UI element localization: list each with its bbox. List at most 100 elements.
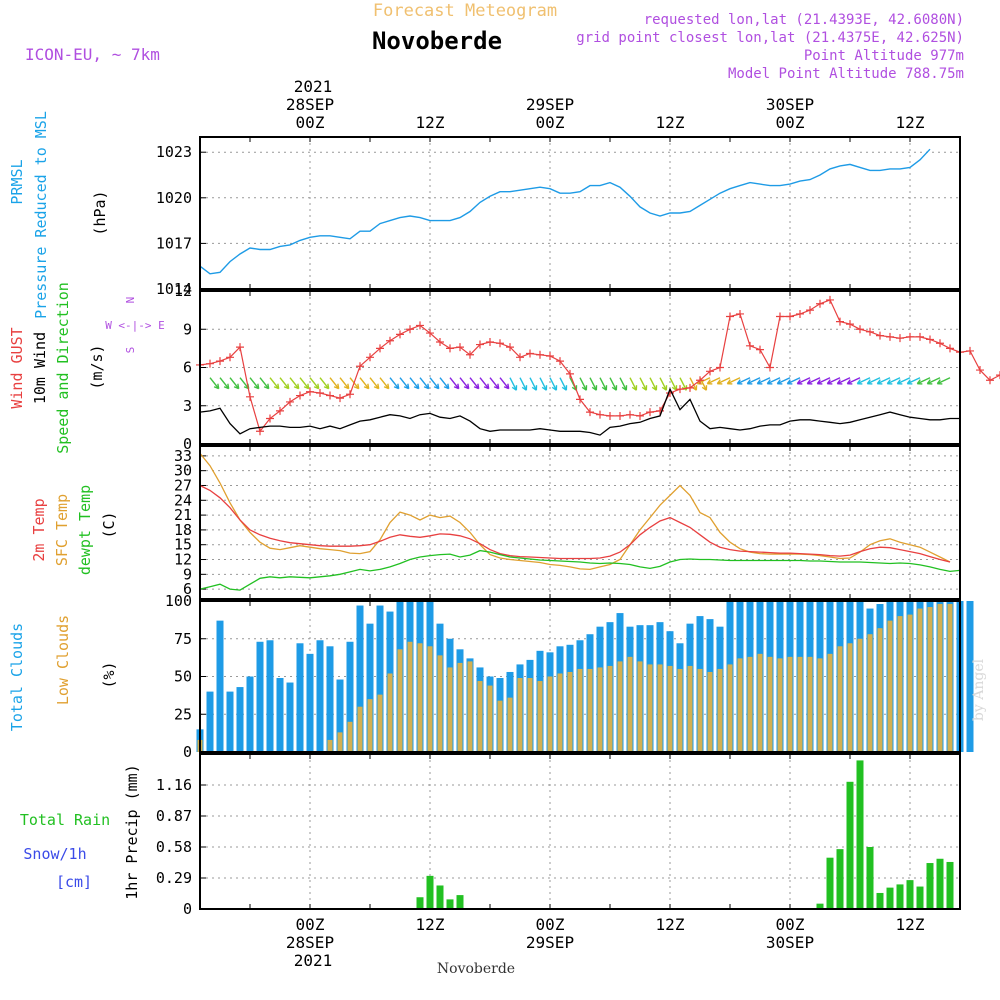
gust-marker	[716, 363, 724, 372]
bottom-hour-label: 12Z	[416, 915, 445, 934]
low-cloud-bar	[437, 655, 443, 752]
bottom-time-axis: 00Z 12Z 00Z 12Z 00Z 12Z 28SEP 29SEP 30SEP	[286, 915, 925, 952]
footer-location: Novoberde	[437, 961, 515, 977]
wind-direction-arrow	[736, 377, 751, 385]
wind-direction-arrow	[716, 377, 731, 385]
y-tick-label: 0.87	[156, 807, 192, 825]
wind-direction-arrow	[639, 377, 648, 391]
closest-coords: grid point closest lon,lat (21.4375E, 42…	[576, 30, 964, 46]
gust-marker	[916, 332, 924, 341]
gust-marker	[806, 306, 814, 315]
low-cloud-bar	[797, 656, 803, 752]
gust-marker	[256, 427, 264, 436]
gust-marker	[876, 331, 884, 340]
gust-marker	[416, 321, 424, 330]
wind-direction-arrow	[826, 377, 841, 385]
y-tick-label: 33	[174, 447, 192, 465]
gust-marker	[476, 340, 484, 349]
wind-direction-arrow	[746, 377, 761, 385]
gust-marker	[646, 408, 654, 417]
y-tick-label: 50	[174, 668, 192, 686]
wind-direction-arrow	[806, 377, 821, 385]
low-cloud-bar	[387, 673, 393, 752]
low-cloud-bar	[687, 665, 693, 752]
bottom-date-label: 29SEP	[526, 933, 574, 952]
low-cloud-bar	[637, 661, 643, 752]
gust-marker	[856, 325, 864, 334]
low-cloud-bar	[347, 721, 353, 752]
wind-direction-arrow	[439, 377, 450, 390]
gust-marker	[216, 357, 224, 366]
wind-direction-arrow	[369, 377, 380, 390]
low-cloud-bar	[417, 643, 423, 752]
gust-marker	[496, 339, 504, 348]
y-tick-label: 1017	[156, 234, 192, 252]
low-cloud-bar	[767, 656, 773, 752]
low-cloud-bar	[357, 706, 363, 752]
top-hour-label: 12Z	[416, 113, 445, 132]
wind-direction-arrow	[579, 377, 588, 391]
wind-direction-arrow	[519, 377, 528, 391]
gust-marker	[536, 350, 544, 359]
y-tick-label: 9	[183, 565, 192, 583]
y-tick-label: 0.29	[156, 869, 192, 887]
requested-coords: requested lon,lat (21.4393E, 42.6080N)	[644, 12, 964, 28]
wind-direction-arrow	[886, 377, 901, 385]
precip-bar	[876, 892, 884, 909]
wind-direction-arrow	[399, 377, 410, 390]
bottom-hour-label: 12Z	[896, 915, 925, 934]
low-cloud-bar	[897, 616, 903, 752]
low-cloud-bar	[467, 661, 473, 752]
gust-marker	[366, 353, 374, 362]
gust-marker	[276, 406, 284, 415]
wind-direction-arrow	[609, 377, 618, 391]
low-cloud-bar	[577, 668, 583, 752]
gust-marker	[486, 338, 494, 346]
low-cloud-bar	[857, 638, 863, 752]
total-cloud-bar	[216, 620, 224, 752]
wind-direction-arrow	[359, 377, 370, 390]
low-cloud-bar	[887, 620, 893, 752]
total-cloud-bar	[266, 640, 274, 752]
gust-marker	[336, 394, 344, 403]
gust-marker	[456, 343, 464, 352]
wind-direction-arrow	[786, 377, 801, 385]
total-cloud-bar	[286, 682, 294, 752]
gust-marker	[576, 395, 584, 404]
top-time-axis: 00Z 12Z 00Z 12Z 00Z 12Z 28SEP 29SEP 30SEP	[286, 95, 925, 132]
gust-marker	[236, 343, 244, 352]
gust-marker	[786, 312, 794, 321]
bottom-hour-label: 00Z	[776, 915, 805, 934]
y-tick-label: 1.16	[156, 776, 192, 794]
wind-direction-arrow	[896, 377, 911, 385]
low-cloud-bar	[477, 681, 483, 752]
top-hour-label: 00Z	[776, 113, 805, 132]
wind-direction-arrow	[259, 377, 270, 390]
wind-legend-10m: 10m Wind	[31, 332, 49, 404]
gust-marker	[286, 397, 294, 406]
gust-marker	[376, 344, 384, 353]
total-cloud-bar	[306, 653, 314, 752]
wind-direction-arrow	[429, 377, 440, 390]
model-label: ICON-EU, ~ 7km	[25, 45, 160, 64]
dewpt-temp-line	[199, 549, 961, 591]
precip-bar	[866, 847, 874, 909]
low-cloud-bar	[937, 604, 943, 752]
gust-marker	[926, 335, 934, 344]
precip-legend-rain: Total Rain	[20, 811, 110, 829]
gust-marker	[986, 376, 994, 385]
gust-marker	[466, 350, 474, 359]
wind-direction-arrow	[269, 377, 280, 390]
low-cloud-bar	[787, 656, 793, 752]
y-tick-label: 0.58	[156, 838, 192, 856]
gust-marker	[756, 345, 764, 354]
low-cloud-bar	[837, 646, 843, 752]
low-cloud-bar	[537, 681, 543, 752]
precip-bar	[946, 861, 954, 909]
y-tick-label: 15	[174, 536, 192, 554]
wind-direction-arrow	[459, 377, 470, 390]
total-cloud-bar	[326, 646, 334, 752]
gust-marker	[686, 383, 694, 392]
gust-marker	[976, 366, 984, 375]
